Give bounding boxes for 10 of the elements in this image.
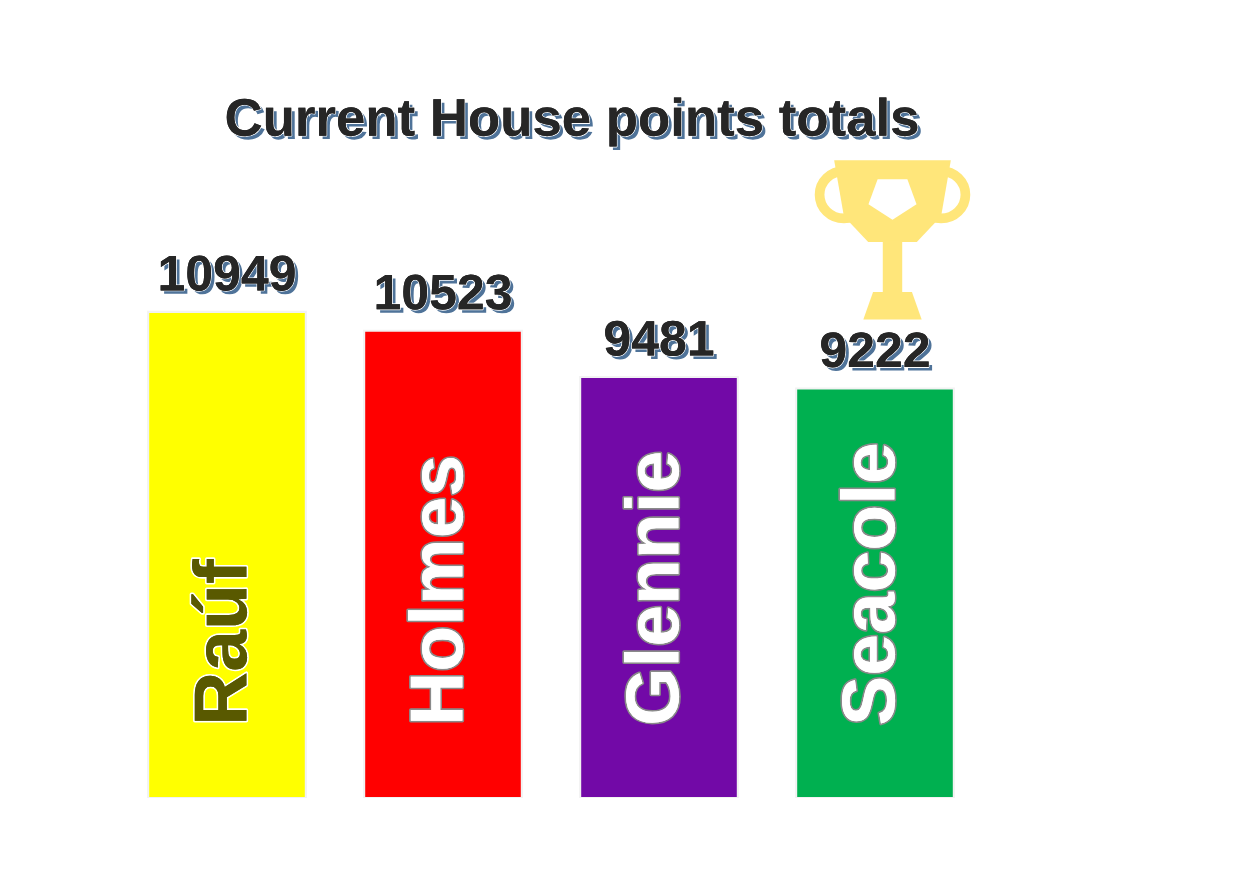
x-tick-label: Holmes — [408, 457, 464, 721]
data-label: 10523 — [376, 274, 515, 314]
data-label: 9481 — [605, 320, 717, 360]
data-label: 10949 — [160, 255, 299, 295]
bar — [147, 310, 307, 798]
chart-title: Current House points totals — [226, 97, 921, 151]
x-tick-label: Raúf — [191, 558, 248, 721]
data-label: 9222 — [821, 332, 933, 372]
x-tick-label: Seacole — [840, 444, 896, 724]
x-tick-label: Glennie — [624, 453, 680, 723]
